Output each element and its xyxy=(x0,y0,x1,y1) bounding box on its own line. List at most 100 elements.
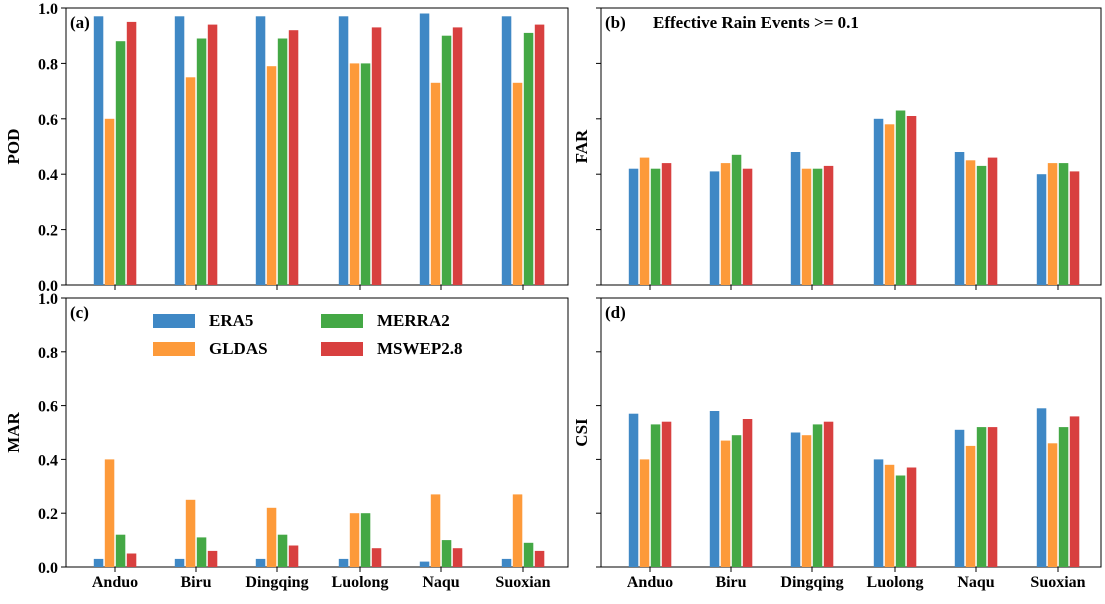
bar-c-era5-biru xyxy=(174,558,185,567)
panel-c-ylabel: MAR xyxy=(4,411,23,452)
legend-label-mswep28: MSWEP2.8 xyxy=(377,339,462,358)
bar-a-merra2-luolong xyxy=(360,63,371,286)
bar-c-era5-anduo xyxy=(93,558,104,567)
bar-b-era5-naqu xyxy=(954,152,965,285)
bar-d-merra2-dingqing xyxy=(812,424,823,567)
panel-d-xtick-label: Naqu xyxy=(957,574,994,591)
bar-c-mswep28-anduo xyxy=(126,553,137,567)
panel-b-frame xyxy=(600,7,1102,286)
bar-d-era5-biru xyxy=(709,411,720,567)
panel-a-frame xyxy=(65,7,569,286)
bar-d-mswep28-biru xyxy=(742,419,753,567)
bar-c-gldas-naqu xyxy=(430,494,441,567)
bar-d-mswep28-luolong xyxy=(906,467,917,567)
bar-a-merra2-naqu xyxy=(441,35,452,286)
panel-b-ylabel: FAR xyxy=(572,129,591,163)
bar-c-mswep28-luolong xyxy=(371,548,382,567)
bar-b-mswep28-biru xyxy=(742,168,753,285)
bar-b-merra2-suoxian xyxy=(1058,163,1069,285)
panel-a-ytick-label: 0.4 xyxy=(38,167,58,184)
panel-c-tag: (c) xyxy=(70,303,89,322)
legend-swatch-merra2 xyxy=(321,314,363,328)
bar-b-gldas-anduo xyxy=(639,157,650,285)
bar-c-mswep28-naqu xyxy=(452,548,463,567)
bar-d-era5-anduo xyxy=(628,413,639,567)
panel-c-xtick-label: Suoxian xyxy=(495,574,550,591)
bar-b-era5-dingqing xyxy=(790,152,801,285)
panel-c-xtick-label: Luolong xyxy=(332,574,389,591)
bar-a-gldas-luolong xyxy=(349,63,360,286)
bar-c-mswep28-suoxian xyxy=(534,550,545,567)
bar-a-era5-naqu xyxy=(419,13,430,285)
bar-a-merra2-suoxian xyxy=(523,32,534,286)
bar-d-gldas-luolong xyxy=(884,464,895,567)
panel-d-xtick-label: Anduo xyxy=(627,574,673,591)
panel-c-ytick-label: 0.6 xyxy=(38,399,58,416)
bar-a-era5-suoxian xyxy=(501,16,512,286)
bar-a-era5-luolong xyxy=(338,16,349,286)
panel-d-ylabel: CSI xyxy=(572,418,591,447)
panel-d-xtick-label: Biru xyxy=(715,574,746,591)
bar-a-gldas-anduo xyxy=(104,118,115,285)
legend-swatch-era5 xyxy=(153,314,195,328)
panel-a-ytick-label: 1.0 xyxy=(38,1,58,18)
panel-c-xtick-label: Anduo xyxy=(92,574,138,591)
panel-d-xtick-label: Luolong xyxy=(867,574,924,591)
bar-d-gldas-dingqing xyxy=(801,435,812,567)
bar-a-gldas-naqu xyxy=(430,82,441,285)
panel-d-frame xyxy=(600,297,1102,568)
bar-b-gldas-naqu xyxy=(965,160,976,285)
panel-a-ytick-label: 0.6 xyxy=(38,112,58,129)
bar-d-mswep28-naqu xyxy=(987,427,998,567)
bar-d-gldas-anduo xyxy=(639,459,650,567)
legend-label-era5: ERA5 xyxy=(209,311,253,330)
bar-a-era5-dingqing xyxy=(255,16,266,286)
bar-d-merra2-anduo xyxy=(650,424,661,567)
bar-d-gldas-naqu xyxy=(965,445,976,567)
bar-a-era5-biru xyxy=(174,16,185,286)
bar-b-mswep28-dingqing xyxy=(823,165,834,285)
panel-c-ytick-label: 0.2 xyxy=(38,506,58,523)
bar-b-mswep28-anduo xyxy=(661,163,672,285)
bar-a-mswep28-biru xyxy=(207,24,218,285)
panel-c-xtick-label: Dingqing xyxy=(245,574,308,591)
bar-a-merra2-biru xyxy=(196,38,207,285)
bar-d-merra2-naqu xyxy=(976,427,987,567)
bar-c-gldas-luolong xyxy=(349,513,360,567)
bar-a-mswep28-dingqing xyxy=(288,30,299,286)
bar-c-merra2-luolong xyxy=(360,513,371,567)
bar-a-mswep28-naqu xyxy=(452,27,463,286)
panel-c-ytick-label: 0.4 xyxy=(38,452,58,469)
bar-a-mswep28-anduo xyxy=(126,21,137,286)
panel-c-frame xyxy=(65,297,569,568)
panel-c-xtick-label: Biru xyxy=(180,574,211,591)
legend-swatch-gldas xyxy=(153,342,195,356)
bar-d-gldas-suoxian xyxy=(1047,443,1058,567)
bar-a-merra2-anduo xyxy=(115,41,126,286)
bar-b-merra2-dingqing xyxy=(812,168,823,285)
panel-a-ylabel: POD xyxy=(4,129,23,165)
bar-d-gldas-biru xyxy=(720,440,731,567)
panel-d-xtick-label: Dingqing xyxy=(780,574,843,591)
panel-c-ytick-label: 1.0 xyxy=(38,291,58,308)
bar-c-merra2-biru xyxy=(196,537,207,567)
panel-b-title: Effective Rain Events >= 0.1 xyxy=(653,13,859,32)
bar-c-gldas-anduo xyxy=(104,459,115,567)
bar-d-mswep28-dingqing xyxy=(823,421,834,567)
bar-b-mswep28-suoxian xyxy=(1069,171,1080,285)
bar-b-mswep28-naqu xyxy=(987,157,998,285)
bar-c-era5-suoxian xyxy=(501,558,512,567)
bar-b-era5-biru xyxy=(709,171,720,285)
bar-c-gldas-dingqing xyxy=(266,507,277,567)
panel-d-xtick-label: Suoxian xyxy=(1030,574,1085,591)
panel-a-tag: (a) xyxy=(70,13,90,32)
bar-a-mswep28-suoxian xyxy=(534,24,545,285)
bar-b-merra2-anduo xyxy=(650,168,661,285)
bar-c-mswep28-biru xyxy=(207,550,218,567)
panel-a-ytick-label: 0.2 xyxy=(38,223,58,240)
bar-b-era5-anduo xyxy=(628,168,639,285)
legend-label-merra2: MERRA2 xyxy=(377,311,450,330)
panel-c-ytick-label: 0.8 xyxy=(38,345,58,362)
